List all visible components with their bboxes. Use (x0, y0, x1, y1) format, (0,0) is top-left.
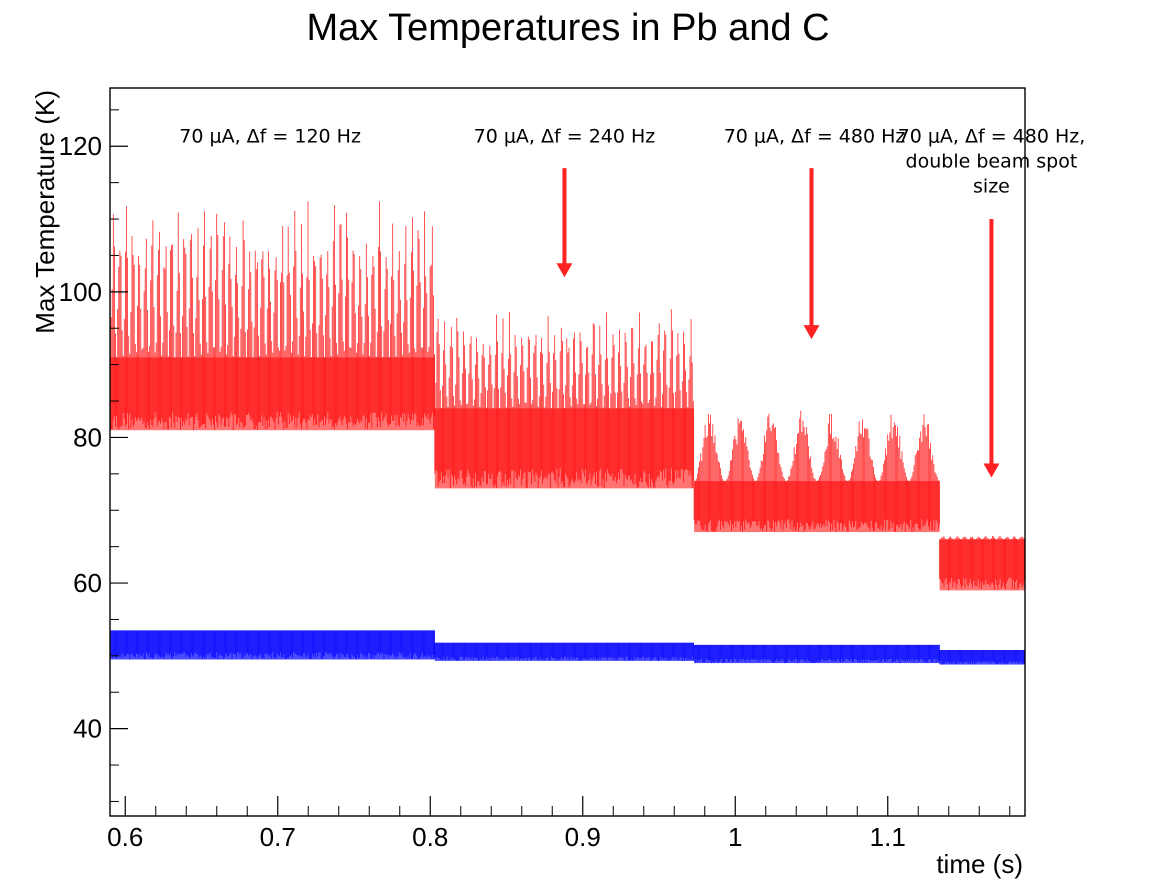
x-axis-label: time (s) (936, 849, 1023, 879)
chart-title: Max Temperatures in Pb and C (306, 7, 829, 49)
series-1 (110, 630, 1025, 665)
series-1-segment-2 (693, 644, 940, 664)
y-tick-label: 120 (59, 131, 102, 161)
annotation-label: size (973, 176, 1010, 198)
y-tick-label: 60 (73, 568, 102, 598)
segment-oscillation-trace (693, 644, 940, 664)
x-tick-label: 0.9 (565, 822, 601, 852)
plot-frame (109, 87, 1026, 817)
annotation-label: 70 μA, Δf = 480 Hz (724, 126, 906, 148)
x-tick-label: 0.7 (260, 822, 296, 852)
segment-oscillation-trace (110, 201, 435, 431)
series-1-segment-1 (434, 642, 694, 661)
annotation-label: double beam spot (906, 151, 1078, 173)
y-tick-label: 80 (73, 422, 102, 452)
y-axis-label: Max Temperature (K) (30, 90, 60, 334)
series-1-segment-3 (939, 650, 1025, 665)
x-tick-label: 0.6 (107, 822, 143, 852)
annotation-label: 70 μA, Δf = 240 Hz (474, 126, 656, 148)
series-0-segment-1 (434, 309, 694, 489)
x-tick-label: 1 (728, 822, 742, 852)
segment-oscillation-trace (939, 535, 1025, 591)
series-0 (110, 201, 1025, 591)
segment-oscillation-trace (434, 642, 694, 661)
arrow-head (803, 325, 820, 340)
y-tick-label: 40 (73, 714, 102, 744)
segment-oscillation-trace (939, 650, 1025, 665)
y-tick-label: 100 (59, 277, 102, 307)
annotation-label: 70 μA, Δf = 480 Hz, (898, 126, 1086, 148)
series-0-segment-3 (939, 535, 1025, 591)
annotation-label: 70 μA, Δf = 120 Hz (179, 126, 361, 148)
x-tick-label: 1.1 (870, 822, 906, 852)
annotations: 70 μA, Δf = 120 Hz 70 μA, Δf = 240 Hz 70 μ… (179, 126, 1085, 478)
arrow-head (556, 263, 573, 278)
series-1-segment-0 (110, 630, 435, 660)
series-0-segment-2 (693, 410, 940, 533)
axis-ticks: 40 60 80 100 120 0.6 0.7 0.8 0.9 1 1.1 (59, 109, 1011, 852)
segment-oscillation-trace (434, 309, 694, 489)
segment-oscillation-trace (693, 410, 940, 533)
data-layer (110, 201, 1025, 665)
x-tick-label: 0.8 (412, 822, 448, 852)
segment-oscillation-trace (110, 630, 435, 660)
series-0-segment-0 (110, 201, 435, 431)
arrow-head (983, 463, 1000, 478)
